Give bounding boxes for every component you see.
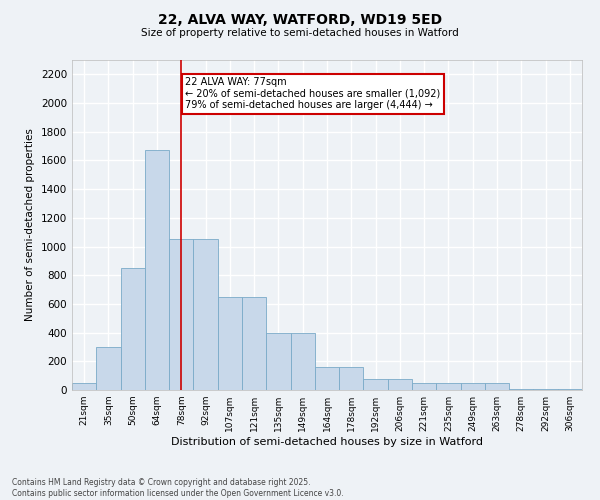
Bar	[242, 296, 266, 390]
Bar	[388, 379, 412, 390]
Bar	[145, 150, 169, 390]
Bar	[193, 240, 218, 390]
Text: 22 ALVA WAY: 77sqm
← 20% of semi-detached houses are smaller (1,092)
79% of semi: 22 ALVA WAY: 77sqm ← 20% of semi-detache…	[185, 77, 440, 110]
Bar	[218, 296, 242, 390]
Bar	[315, 367, 339, 390]
Bar	[533, 388, 558, 390]
Bar	[266, 332, 290, 390]
Text: Contains HM Land Registry data © Crown copyright and database right 2025.
Contai: Contains HM Land Registry data © Crown c…	[12, 478, 344, 498]
Bar	[509, 388, 533, 390]
Bar	[72, 383, 96, 390]
Bar	[485, 383, 509, 390]
Y-axis label: Number of semi-detached properties: Number of semi-detached properties	[25, 128, 35, 322]
Text: Size of property relative to semi-detached houses in Watford: Size of property relative to semi-detach…	[141, 28, 459, 38]
Bar	[121, 268, 145, 390]
Bar	[364, 379, 388, 390]
Bar	[412, 383, 436, 390]
X-axis label: Distribution of semi-detached houses by size in Watford: Distribution of semi-detached houses by …	[171, 437, 483, 447]
Text: 22, ALVA WAY, WATFORD, WD19 5ED: 22, ALVA WAY, WATFORD, WD19 5ED	[158, 12, 442, 26]
Bar	[436, 383, 461, 390]
Bar	[169, 240, 193, 390]
Bar	[461, 383, 485, 390]
Bar	[339, 367, 364, 390]
Bar	[96, 347, 121, 390]
Bar	[290, 332, 315, 390]
Bar	[558, 388, 582, 390]
